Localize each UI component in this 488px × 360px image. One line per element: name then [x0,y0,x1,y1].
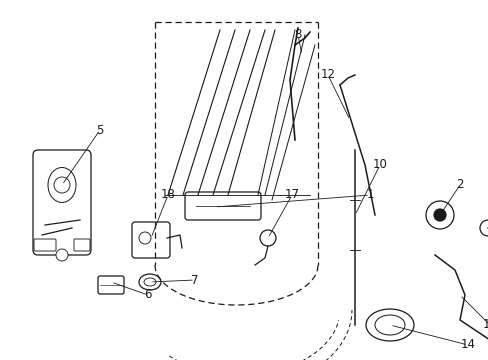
Circle shape [425,201,453,229]
Circle shape [433,209,445,221]
Circle shape [56,249,68,261]
FancyBboxPatch shape [132,222,170,258]
Ellipse shape [139,274,161,290]
Text: 8: 8 [294,28,301,41]
FancyBboxPatch shape [98,276,124,294]
Text: 18: 18 [160,189,175,202]
Text: 2: 2 [455,179,463,192]
Text: 14: 14 [460,338,474,351]
Text: 17: 17 [284,189,299,202]
Ellipse shape [48,167,76,202]
Circle shape [54,177,70,193]
FancyBboxPatch shape [33,150,91,255]
FancyBboxPatch shape [74,239,90,251]
Text: 6: 6 [144,288,151,302]
FancyBboxPatch shape [34,239,56,251]
Circle shape [479,220,488,236]
Text: 10: 10 [372,158,386,171]
Circle shape [139,232,151,244]
Ellipse shape [374,315,404,335]
Ellipse shape [143,278,156,286]
Text: 5: 5 [96,123,103,136]
Text: 7: 7 [191,274,198,287]
Text: 11: 11 [482,319,488,332]
Circle shape [260,230,275,246]
Text: 12: 12 [320,68,335,81]
Text: 1: 1 [366,189,373,202]
FancyBboxPatch shape [184,192,261,220]
Ellipse shape [365,309,413,341]
